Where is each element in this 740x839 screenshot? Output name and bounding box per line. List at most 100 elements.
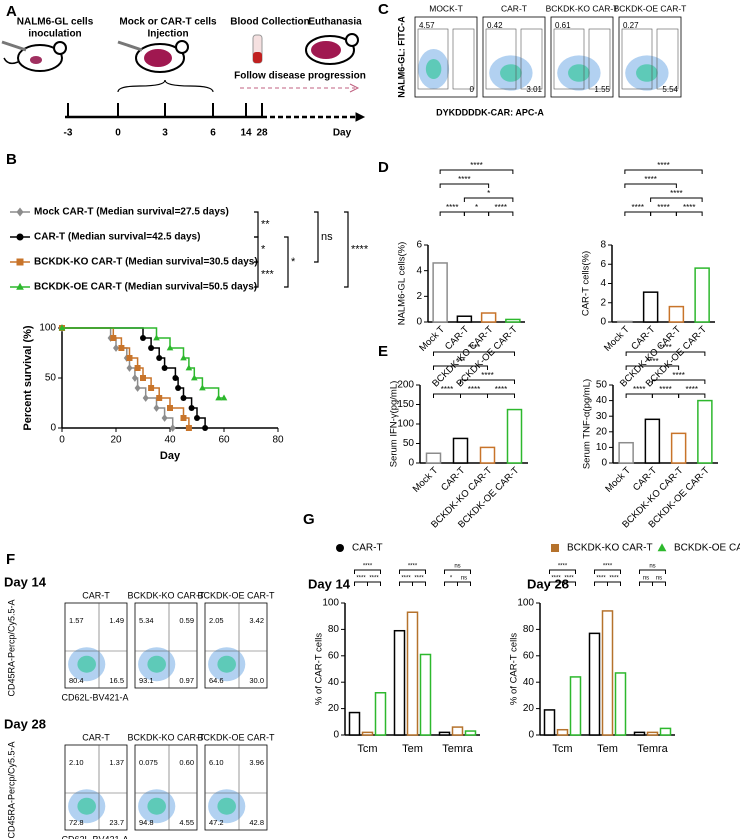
bar <box>642 291 659 323</box>
y-tick-label: 50 <box>45 373 57 384</box>
y-tick-label: 0 <box>528 730 534 741</box>
y-tick-label: 30 <box>596 411 608 422</box>
x-tick-label: Tcm <box>357 743 377 755</box>
marker <box>215 394 222 401</box>
bar <box>646 731 659 736</box>
x-tick-label: Tem <box>402 743 423 755</box>
x-tick-label: Mock T <box>603 465 633 495</box>
flow-density <box>147 655 166 673</box>
bar <box>464 730 477 736</box>
axis-label: CD62L-BV421-A <box>61 834 128 839</box>
y-axis-label: % of CAR-T cells <box>314 633 325 705</box>
timeline-label: 14 <box>240 128 252 139</box>
sig-bracket <box>639 581 653 586</box>
axis-label: CD45RA-Percp/Cy5.5-A <box>6 741 16 838</box>
bar <box>601 610 614 736</box>
y-tick-label: 0 <box>333 730 339 741</box>
timeline-label: -3 <box>64 128 73 139</box>
y-tick-label: 20 <box>596 426 608 437</box>
flow-density <box>425 59 442 79</box>
sig-bracket <box>439 183 490 188</box>
panel-label: B <box>6 151 17 168</box>
sig-bracket <box>594 581 608 586</box>
y-tick-label: 50 <box>403 438 415 449</box>
legend-marker <box>657 543 667 552</box>
plot-title: CAR-T <box>501 3 527 13</box>
sig-bracket <box>354 569 381 574</box>
sig-label: **** <box>446 203 458 212</box>
sig-bracket <box>650 211 677 216</box>
sig-bracket <box>433 365 488 370</box>
marker <box>180 395 187 401</box>
sig-label: **** <box>363 564 373 570</box>
sig-bracket <box>254 211 259 238</box>
sig-bracket <box>463 197 514 202</box>
flow-density <box>147 797 166 815</box>
sig-bracket <box>624 169 703 174</box>
y-tick-label: 40 <box>523 677 535 688</box>
sig-label: **** <box>659 385 671 394</box>
bar <box>419 653 432 736</box>
marker <box>180 354 187 361</box>
gate <box>520 28 543 90</box>
marker <box>118 345 125 351</box>
quadrant-value: 0.97 <box>179 676 194 685</box>
quadrant-value: 3.42 <box>249 616 264 625</box>
sig-bracket <box>460 393 488 398</box>
sig-bracket <box>651 393 680 398</box>
marker <box>134 365 141 371</box>
sig-label: ns <box>643 576 649 582</box>
legend-label: BCKDK-OE CAR-T <box>674 543 740 554</box>
bar <box>694 267 710 323</box>
quadrant-value: 1.37 <box>109 758 124 767</box>
y-tick-label: 50 <box>596 380 608 391</box>
sig-label: ns <box>454 564 460 570</box>
marker <box>175 385 182 391</box>
sig-bracket <box>488 211 514 216</box>
plot-title: MOCK-T <box>429 3 463 13</box>
sig-label: **** <box>351 243 369 255</box>
bar <box>697 399 713 464</box>
marker <box>140 375 146 381</box>
sig-label: **** <box>644 175 656 184</box>
sig-bracket <box>457 581 471 586</box>
quadrant-value: 72.8 <box>69 818 84 827</box>
legend-label: BCKDK-OE CAR-T (Median survival=50.5 day… <box>34 282 257 293</box>
sig-label: **** <box>603 564 613 570</box>
survival-step <box>62 327 174 428</box>
sig-bracket <box>399 569 426 574</box>
sig-label: * <box>450 576 453 582</box>
marker <box>185 364 193 371</box>
marker <box>142 394 149 402</box>
sig-label: **** <box>659 343 671 352</box>
x-tick-label: Tcm <box>552 743 572 755</box>
quadrant-value: 47.2 <box>209 818 224 827</box>
panel-label: D <box>378 159 389 176</box>
bar <box>633 731 646 736</box>
legend-label: BCKDK-KO CAR-T <box>567 543 653 554</box>
y-axis-label: Percent survival (%) <box>22 325 34 430</box>
marker <box>185 425 192 431</box>
sig-bracket <box>439 169 514 174</box>
bar <box>406 611 419 736</box>
sig-bracket <box>439 211 465 216</box>
marker <box>148 385 155 391</box>
sig-bracket <box>594 569 621 574</box>
sig-label: **** <box>401 576 411 582</box>
gate-value: 0.42 <box>487 21 503 30</box>
sig-bracket <box>444 581 458 586</box>
axis-label: DYKDDDDK-CAR: APC-A <box>436 107 544 117</box>
y-tick-label: 100 <box>517 598 534 609</box>
marker <box>161 365 168 371</box>
gate-value: 5.54 <box>662 85 678 94</box>
bar <box>569 676 582 736</box>
bar <box>543 709 556 736</box>
quadrant-value: 0.60 <box>179 758 194 767</box>
sig-label: **** <box>458 175 470 184</box>
y-axis-label: Serum TNF-α(pg/mL) <box>582 379 593 469</box>
legend-label: CAR-T (Median survival=42.5 days) <box>34 232 200 243</box>
quadrant-value: 1.49 <box>109 616 124 625</box>
sig-bracket <box>651 379 706 384</box>
sig-bracket <box>254 261 259 288</box>
flow-density <box>568 64 590 82</box>
